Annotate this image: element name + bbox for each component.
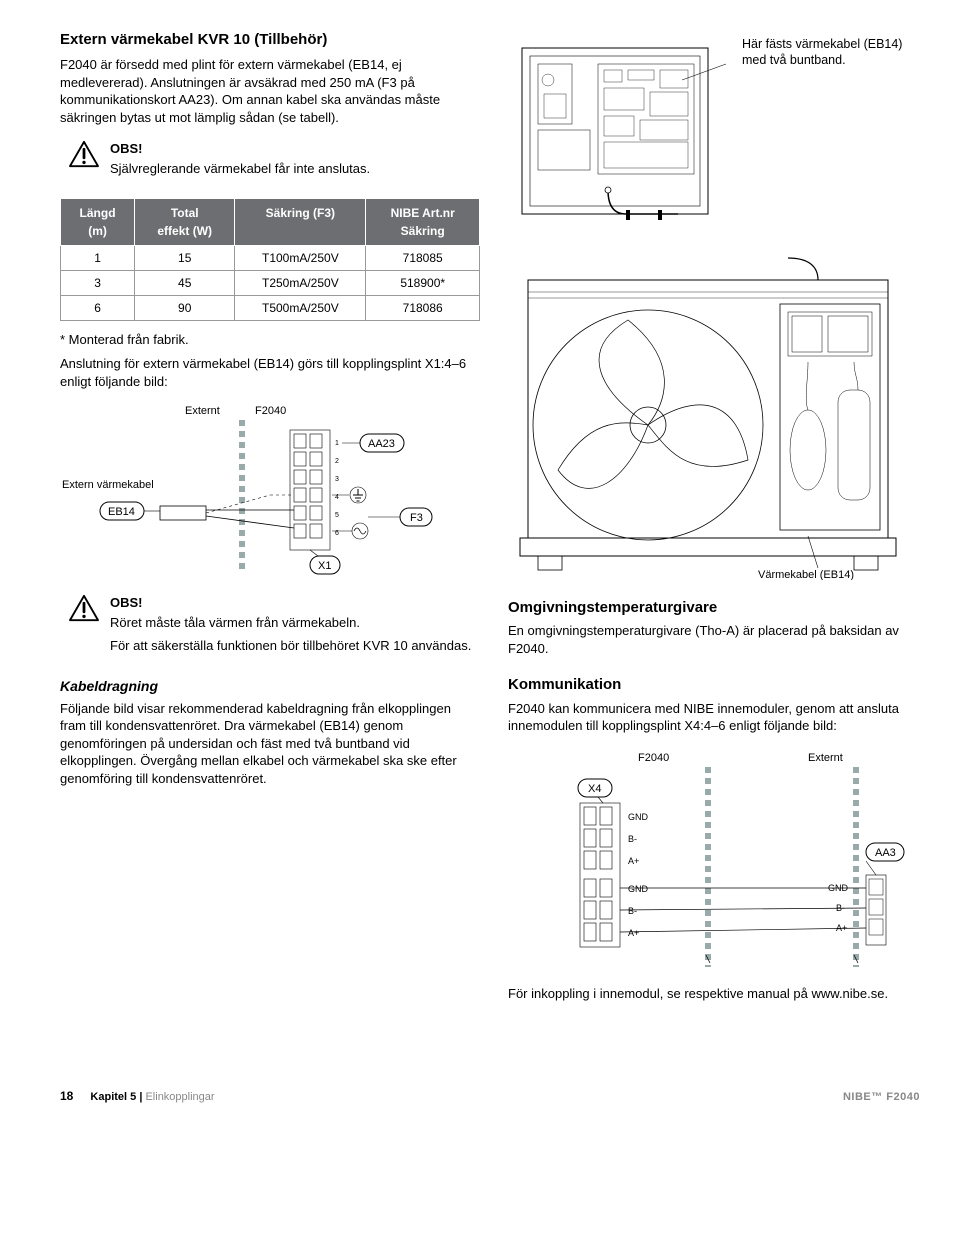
wiring-diagram-x1: Externt F2040 1 2 3 4 5 6 [60,400,480,580]
final-text: För inkoppling i innemodul, se respektiv… [508,985,920,1003]
fan-icon [533,310,763,540]
label-x4: X4 [588,783,601,795]
page-title: Extern värmekabel KVR 10 (Tillbehör) [60,30,480,50]
page-footer: 18 Kapitel 5 | Elinkopplingar NIBE™ F204… [60,1088,920,1105]
svg-text:B-: B- [628,906,637,916]
obs-box-2: OBS! Röret måste tåla värmen från värmek… [68,594,480,661]
routing-text: Följande bild visar rekommenderad kabeld… [60,700,480,788]
label-f3: F3 [410,512,423,524]
table-footnote: * Monterad från fabrik. [60,331,480,349]
svg-text:2: 2 [335,458,339,465]
connection-text: Anslutning för extern värmekabel (EB14) … [60,355,480,390]
th-length: Längd(m) [61,198,135,245]
obs1-title: OBS! [110,140,480,158]
table-row: 115T100mA/250V718085 [61,245,480,270]
page-number: 18 [60,1089,73,1103]
svg-text:1: 1 [335,440,339,447]
comm-text: F2040 kan kommunicera med NIBE innemodul… [508,700,920,735]
label-eb14: EB14 [108,506,135,518]
chapter-name: Elinkopplingar [145,1091,214,1103]
product-name: NIBE™ F2040 [843,1090,920,1105]
svg-text:B-: B- [628,834,637,844]
obs1-text: Självreglerande värmekabel får inte ansl… [110,160,480,178]
intro-paragraph: F2040 är försedd med plint för extern vä… [60,56,480,126]
th-artnr: NIBE Art.nrSäkring [366,198,480,245]
warning-icon [68,140,100,168]
label-f2040-2: F2040 [638,752,669,764]
label-extern-varmekabel: Extern värmekabel [62,479,154,491]
sine-symbol-icon [352,523,368,539]
label-externt-2: Externt [808,752,843,764]
side-note: Här fästs värmekabel (EB14) med två bunt… [742,30,920,69]
earth-symbol-icon [350,487,366,503]
svg-text:GND: GND [628,812,649,822]
obs-box-1: OBS! Självreglerande värmekabel får inte… [68,140,480,183]
control-box-illustration [508,40,728,230]
outdoor-unit-illustration: Värmekabel (EB14) [508,250,920,580]
svg-text:GND: GND [628,884,649,894]
label-aa23: AA23 [368,438,395,450]
label-f2040: F2040 [255,405,286,417]
terminal-block-x1: 1 2 3 4 5 6 [290,430,339,550]
warning-icon [68,594,100,622]
label-aa3: AA3 [875,847,896,859]
comm-heading: Kommunikation [508,675,920,695]
wiring-diagram-x4: F2040 Externt X4 GND B- A+ GND [508,745,920,975]
obs2-text-1: Röret måste tåla värmen från värmekabeln… [110,614,480,632]
svg-text:5: 5 [335,512,339,519]
terminal-block-x4: GND B- A+ GND B- A+ [580,803,649,947]
th-fuse: Säkring (F3) [235,198,366,245]
obs2-text-2: För att säkerställa funktionen bör tillb… [110,637,480,655]
label-x1: X1 [318,560,331,572]
label-varmekabel-eb14: Värmekabel (EB14) [758,569,854,580]
label-externt: Externt [185,405,220,417]
table-row: 345T250mA/250V518900* [61,271,480,296]
ambient-text: En omgivningstemperaturgivare (Tho-A) är… [508,622,920,657]
ambient-heading: Omgivningstemperaturgivare [508,598,920,618]
fuse-table: Längd(m) Totaleffekt (W) Säkring (F3) NI… [60,198,480,322]
routing-heading: Kabeldragning [60,677,480,696]
svg-text:A+: A+ [628,928,639,938]
svg-text:A+: A+ [628,856,639,866]
svg-text:3: 3 [335,476,339,483]
chapter-label: Kapitel 5 | [90,1091,142,1103]
th-power: Totaleffekt (W) [135,198,235,245]
obs2-title: OBS! [110,594,480,612]
table-row: 690T500mA/250V718086 [61,296,480,321]
